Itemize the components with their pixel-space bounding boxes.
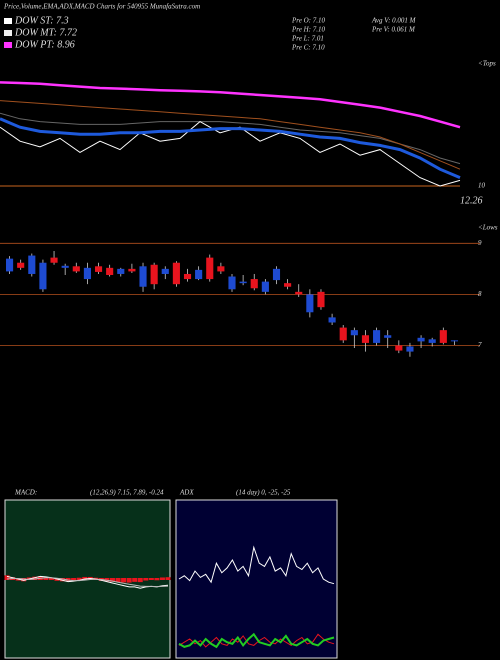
candle-body xyxy=(361,335,370,343)
y-tick-label: 9 xyxy=(478,239,482,247)
candle-body xyxy=(417,337,425,342)
histogram-bar xyxy=(32,576,38,580)
candle-body xyxy=(117,268,125,274)
candle-body xyxy=(317,291,325,308)
candle-body xyxy=(6,258,14,272)
histogram-bar xyxy=(115,578,121,583)
candle-body xyxy=(228,276,236,290)
ema-line xyxy=(0,120,461,187)
candle-body xyxy=(439,330,447,343)
info-text: Pre L: 7.01 xyxy=(291,35,324,43)
candle-body xyxy=(195,269,203,280)
candle-body xyxy=(206,257,214,280)
info-text: Pre C: 7.10 xyxy=(291,44,325,52)
annotation: <Lows xyxy=(478,224,498,232)
histogram-bar xyxy=(82,576,88,580)
histogram-bar xyxy=(121,578,127,583)
annotation: <Tops xyxy=(478,60,496,68)
candle-body xyxy=(261,281,269,292)
y-tick-label: 10 xyxy=(478,182,486,190)
candle-body xyxy=(28,255,36,274)
adx-line xyxy=(178,633,335,648)
macd-line xyxy=(6,575,169,589)
candle-body xyxy=(72,266,80,272)
candle-body xyxy=(61,265,69,268)
candle-body xyxy=(284,283,292,287)
legend-label: DOW MT: 7.72 xyxy=(14,27,77,38)
candle-body xyxy=(350,330,358,336)
histogram-bar xyxy=(159,577,165,580)
histogram-bar xyxy=(76,577,82,580)
info-text: Pre O: 7.10 xyxy=(291,17,325,25)
candle-body xyxy=(395,345,403,351)
candle-body xyxy=(428,339,436,343)
y-tick-label: 7 xyxy=(478,341,482,349)
histogram-bar xyxy=(60,578,66,582)
histogram-bar xyxy=(109,578,115,582)
panel-subtitle: (12,26,9) 7.15, 7.89, -0.24 xyxy=(90,489,164,497)
candle-body xyxy=(328,317,336,323)
ema-line xyxy=(0,112,461,165)
panel-bg xyxy=(175,499,338,659)
chart-title: Price,Volume,EMA,ADX,MACD Charts for 540… xyxy=(3,3,200,11)
histogram-bar xyxy=(132,578,138,582)
histogram-bar xyxy=(4,575,10,580)
candle-body xyxy=(250,279,258,289)
candle-body xyxy=(183,273,192,280)
legend-label: DOW ST: 7.3 xyxy=(14,15,69,26)
candle-body xyxy=(272,268,281,281)
y-tick-label: 8 xyxy=(478,290,482,298)
candle-body xyxy=(306,294,314,313)
candle-body xyxy=(239,281,247,284)
candle-body xyxy=(83,267,91,280)
ema-line xyxy=(0,100,461,170)
candle-body xyxy=(373,330,381,343)
histogram-bar xyxy=(21,578,27,582)
candle-body xyxy=(128,268,136,272)
candle-body xyxy=(406,346,414,352)
histogram-bar xyxy=(137,578,143,583)
histogram-bar xyxy=(48,578,54,580)
ema-line xyxy=(0,81,461,129)
info-text: Pre V: 0.061 M xyxy=(371,26,416,34)
candle-body xyxy=(161,268,169,274)
candle-body xyxy=(139,266,147,287)
candle-body xyxy=(339,327,347,341)
histogram-bar xyxy=(148,578,154,580)
histogram-bar xyxy=(143,578,149,581)
histogram-bar xyxy=(71,578,77,581)
histogram-bar xyxy=(165,577,171,580)
panel-title: ADX xyxy=(179,489,194,497)
legend-swatch xyxy=(4,42,12,48)
candle-body xyxy=(217,266,225,272)
candle-body xyxy=(50,257,58,263)
candle-body xyxy=(384,335,392,338)
candle-body xyxy=(106,267,114,275)
adx-line xyxy=(178,632,335,649)
legend-label: DOW PT: 8.96 xyxy=(14,39,75,50)
panel-subtitle: (14 day) 0, -25, -25 xyxy=(236,489,291,497)
panel-title: MACD: xyxy=(14,489,37,497)
note: 12.26 xyxy=(460,195,483,206)
legend-swatch xyxy=(4,18,12,24)
candle-body xyxy=(295,291,303,295)
macd-line xyxy=(6,577,169,588)
ema-line xyxy=(0,117,461,179)
candle-body xyxy=(17,262,25,268)
histogram-bar xyxy=(126,578,132,583)
histogram-bar xyxy=(154,578,160,581)
candle-body xyxy=(172,262,180,285)
candle-body xyxy=(94,266,103,272)
candle-body xyxy=(450,340,458,342)
candle-body xyxy=(150,264,158,285)
histogram-bar xyxy=(104,578,110,582)
adx-line xyxy=(178,545,335,585)
info-text: Avg V: 0.001 M xyxy=(371,17,417,25)
legend-swatch xyxy=(4,30,12,36)
candle-body xyxy=(39,262,47,290)
info-text: Pre H: 7.10 xyxy=(291,26,325,34)
histogram-bar xyxy=(43,577,49,580)
